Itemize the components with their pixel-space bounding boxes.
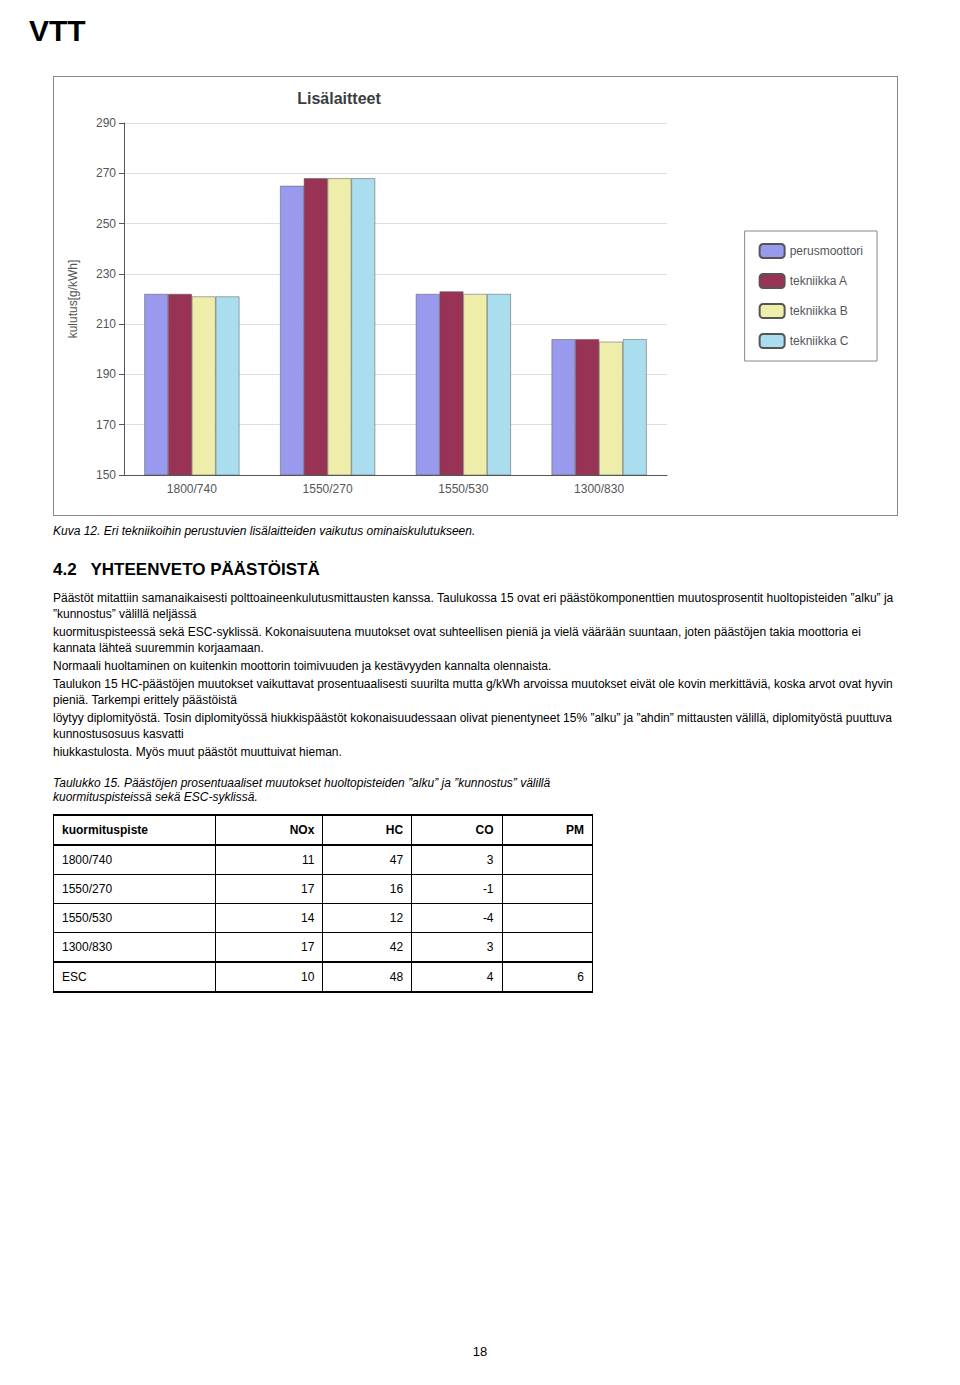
html-text:48: 48 <box>389 970 404 984</box>
html-text:CO: CO <box>475 823 494 837</box>
html-text:ESC: ESC <box>62 970 87 984</box>
svg-text:tekniikka C: tekniikka C <box>790 334 849 348</box>
html-text:-4: -4 <box>482 911 494 925</box>
html-text:4.2 YHTEENVETO PÄÄSTÖISTÄ: 4.2 YHTEENVETO PÄÄSTÖISTÄ <box>53 560 320 579</box>
html-text:Normaali huoltaminen on kuiten: Normaali huoltaminen on kuitenkin mootto… <box>53 659 552 673</box>
html-text:1550/530: 1550/530 <box>62 911 113 925</box>
html-text:Taulukon 15 HC-päästöjen muuto: Taulukon 15 HC-päästöjen muutokset vaiku… <box>53 677 893 707</box>
html-text:42: 42 <box>389 940 404 954</box>
html-text:löytyy diplomityöstä. Tosin di: löytyy diplomityöstä. Tosin diplomityöss… <box>53 711 892 741</box>
html-text:17: 17 <box>301 940 315 954</box>
html-text:1300/830: 1300/830 <box>62 940 113 954</box>
html-text:kuormituspisteissä sekä ESC-sy: kuormituspisteissä sekä ESC-syklissä. <box>53 790 258 804</box>
svg-text:tekniikka A: tekniikka A <box>790 274 847 288</box>
html-text:NOx: NOx <box>289 823 315 837</box>
svg-text:170: 170 <box>96 418 116 432</box>
svg-text:tekniikka B: tekniikka B <box>790 304 848 318</box>
html-text:10: 10 <box>301 970 315 984</box>
html-text:HC: HC <box>385 823 404 837</box>
html-text:Taulukko 15. Päästöjen prosent: Taulukko 15. Päästöjen prosentuaaliset m… <box>53 776 551 790</box>
svg-text:1550/270: 1550/270 <box>303 482 353 496</box>
html-text:hiukkastulosta. Myös muut pääs: hiukkastulosta. Myös muut päästöt muuttu… <box>53 745 342 759</box>
svg-text:perusmoottori: perusmoottori <box>790 244 863 258</box>
html-text:3: 3 <box>486 853 494 867</box>
svg-text:1550/530: 1550/530 <box>438 482 488 496</box>
html-text:kuormituspiste: kuormituspiste <box>62 823 148 837</box>
svg-text:kulutus[g/kWh]: kulutus[g/kWh] <box>66 260 80 339</box>
html-text:14: 14 <box>301 911 315 925</box>
html-text:1800/740: 1800/740 <box>62 853 113 867</box>
html-text:47: 47 <box>389 853 404 867</box>
html-text:PM: PM <box>566 823 584 837</box>
html-text:VTT: VTT <box>29 14 86 47</box>
svg-text:250: 250 <box>96 217 116 231</box>
html-text:11: 11 <box>301 853 315 867</box>
html-text:6: 6 <box>577 970 584 984</box>
svg-text:210: 210 <box>96 317 116 331</box>
svg-text:Lisälaitteet: Lisälaitteet <box>297 90 381 107</box>
svg-text:150: 150 <box>96 468 116 482</box>
svg-text:230: 230 <box>96 267 116 281</box>
svg-text:290: 290 <box>96 116 116 130</box>
html-text:Päästöt mitattiin samanaikaise: Päästöt mitattiin samanaikaisesti poltto… <box>53 591 894 621</box>
html-text:18: 18 <box>472 1344 488 1359</box>
html-text:1550/270: 1550/270 <box>62 882 113 896</box>
html-text:-1: -1 <box>482 882 494 896</box>
html-text:16: 16 <box>389 882 404 896</box>
html-text:Kuva 12. Eri tekniikoihin peru: Kuva 12. Eri tekniikoihin perustuvien li… <box>53 524 476 538</box>
html-text:12: 12 <box>389 911 404 925</box>
svg-text:1300/830: 1300/830 <box>574 482 624 496</box>
html-text:kuormituspisteessä sekä ESC-sy: kuormituspisteessä sekä ESC-syklissä. Ko… <box>53 625 861 655</box>
svg-text:1800/740: 1800/740 <box>167 482 217 496</box>
svg-text:270: 270 <box>96 166 116 180</box>
svg-text:190: 190 <box>96 367 116 381</box>
html-text:17: 17 <box>301 882 315 896</box>
html-text:4: 4 <box>486 970 494 984</box>
html-text:3: 3 <box>486 940 494 954</box>
